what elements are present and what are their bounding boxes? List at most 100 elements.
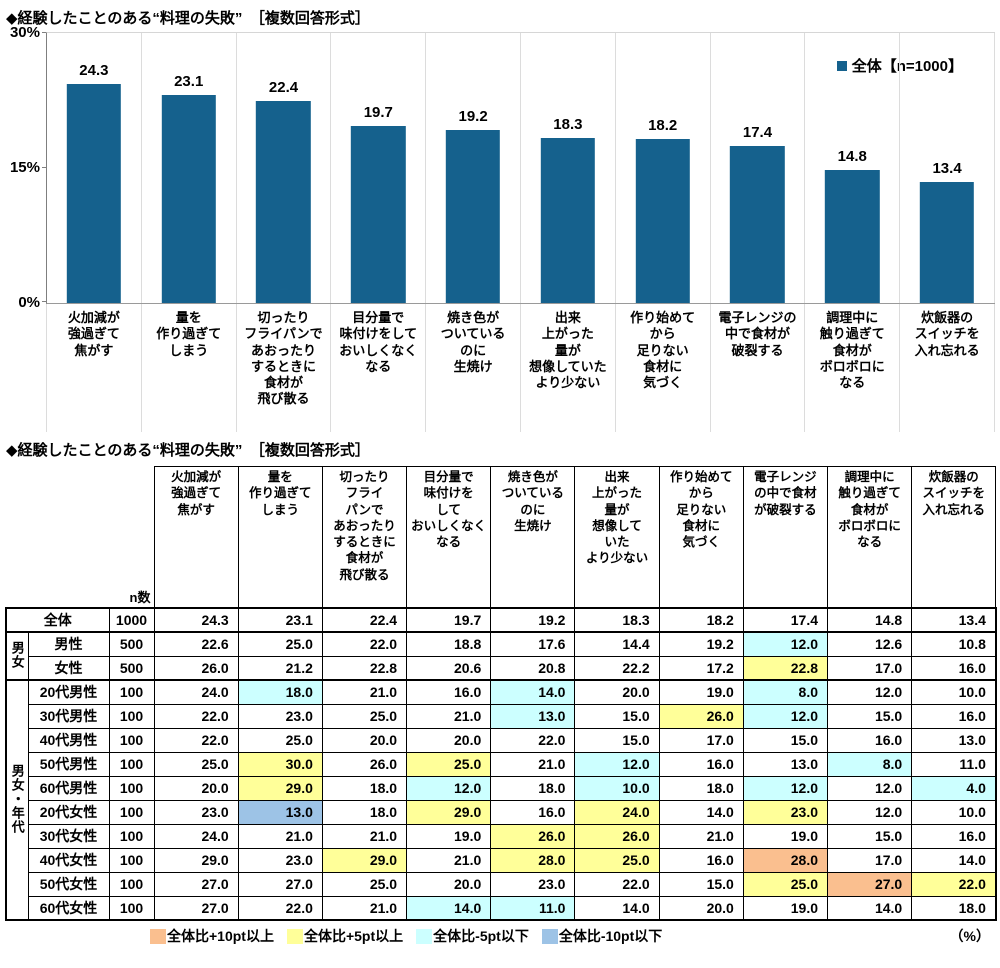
value-cell: 20.8 — [490, 655, 576, 681]
y-axis-tick — [42, 167, 46, 168]
column-header: 焼き色が ついている のに 生焼け — [490, 466, 576, 609]
value-cell: 18.3 — [574, 607, 660, 633]
value-cell: 17.0 — [658, 727, 744, 753]
category-label: 電子レンジの 中で食材が 破裂する — [711, 304, 806, 432]
table-row: 30代男性 100 22.0 23.0 25.0 21.0 13.0 15.0 26.0 12.0… — [6, 703, 997, 729]
value-cell: 24.0 — [574, 799, 660, 825]
value-cell: 14.0 — [406, 895, 492, 921]
category-label: 目分量で 味付けをして おいしくなく なる — [331, 304, 427, 432]
value-cell: 16.0 — [911, 655, 997, 681]
category-label: 出来 上がった 量が 想像していた より少ない — [521, 304, 616, 432]
value-cell: 25.0 — [237, 727, 323, 753]
value-cell: 24.0 — [153, 679, 239, 705]
highlight-legend-label: 全体比-5pt以下 — [433, 928, 529, 944]
value-cell: 14.0 — [826, 895, 913, 921]
bar-chart: 30% 15% 0% 全体【n=1000】 24.3 23.1 22.4 19.7 19… — [0, 24, 1000, 432]
value-cell: 23.0 — [490, 871, 576, 897]
value-cell: 26.0 — [321, 751, 408, 777]
value-cell: 22.0 — [237, 895, 323, 921]
bar-slot: 23.1 — [142, 33, 237, 303]
percent-unit: （%） — [949, 928, 990, 944]
bar-slot: 19.7 — [331, 33, 427, 303]
value-cell: 21.0 — [321, 895, 408, 921]
bar — [256, 101, 311, 303]
value-cell: 23.0 — [237, 847, 323, 873]
value-cell: 12.0 — [826, 775, 913, 801]
bar-slot: 18.3 — [521, 33, 616, 303]
table-body: 全体 1000 24.3 23.1 22.4 19.7 19.2 18.3 18.2 17.4 14… — [5, 607, 997, 921]
chart-legend: 全体【n=1000】 — [836, 55, 963, 76]
value-cell: 29.0 — [237, 775, 323, 801]
highlight-legend: 全体比+10pt以上 全体比+5pt以上 全体比-5pt以下 全体比-10pt以下 （%… — [150, 926, 995, 946]
value-cell: 18.0 — [321, 775, 408, 801]
category-label: 量を 作り過ぎて しまう — [142, 304, 237, 432]
bar — [540, 138, 596, 303]
table-row: 50代男性 100 25.0 30.0 26.0 25.0 21.0 12.0 16.0 13.0… — [6, 751, 997, 777]
highlight-legend-item: 全体比-5pt以下 — [416, 926, 529, 946]
bar-value-label: 22.4 — [268, 79, 299, 97]
bar-value-label: 19.2 — [458, 108, 488, 126]
value-cell: 10.8 — [911, 631, 997, 657]
bar — [445, 130, 501, 303]
group-label-text: 男女 — [9, 640, 25, 669]
n-count-header: n数 — [129, 590, 151, 605]
value-cell: 20.0 — [153, 775, 239, 801]
n-count: 1000 — [108, 607, 155, 633]
value-cell: 17.4 — [742, 607, 829, 633]
value-cell: 26.0 — [574, 823, 660, 849]
value-cell: 20.0 — [321, 727, 408, 753]
value-cell: 16.0 — [911, 823, 997, 849]
value-cell: 18.8 — [406, 631, 492, 657]
group-label: 男女 — [5, 631, 29, 681]
value-cell: 22.8 — [742, 655, 829, 681]
row-label: 男性 — [27, 631, 110, 657]
bar-value-label: 23.1 — [174, 73, 204, 91]
bar-slot: 17.4 — [711, 33, 806, 303]
value-cell: 23.1 — [237, 607, 323, 633]
table-row: 男女・年代 20代男性 100 24.0 18.0 21.0 16.0 14.0 20.0 19.… — [5, 679, 997, 921]
value-cell: 23.0 — [237, 703, 323, 729]
value-cell: 18.0 — [490, 775, 576, 801]
value-cell: 19.0 — [406, 823, 492, 849]
group-label-text: 男女・年代 — [9, 763, 25, 834]
n-count: 100 — [108, 727, 155, 753]
bar — [66, 84, 122, 303]
bar — [351, 125, 406, 303]
highlight-legend-item: 全体比+10pt以上 — [150, 926, 274, 946]
value-cell: 28.0 — [490, 847, 576, 873]
value-cell: 22.0 — [321, 631, 408, 657]
column-header: 出来 上がった 量が 想像して いた より少ない — [574, 466, 660, 609]
value-cell: 15.0 — [658, 871, 744, 897]
category-label: 火加減が 強過ぎて 焦がす — [47, 304, 142, 432]
category-label: 作り始めて から 足りない 食材に 気づく — [616, 304, 711, 432]
value-cell: 16.0 — [658, 847, 744, 873]
row-label: 20代女性 — [27, 799, 110, 825]
row-label: 30代男性 — [27, 703, 110, 729]
value-cell: 25.0 — [321, 703, 408, 729]
value-cell: 22.2 — [574, 655, 660, 681]
value-cell: 8.0 — [742, 679, 829, 705]
bar-slot: 14.8 — [805, 33, 901, 303]
value-cell: 17.6 — [490, 631, 576, 657]
table-corner-blank — [6, 467, 109, 609]
value-cell: 12.0 — [826, 679, 913, 705]
value-cell: 4.0 — [911, 775, 997, 801]
value-cell: 15.0 — [826, 823, 913, 849]
n-count: 100 — [108, 775, 155, 801]
value-cell: 21.0 — [406, 847, 492, 873]
bar-value-label: 18.2 — [648, 117, 678, 135]
table-row: 全体 1000 24.3 23.1 22.4 19.7 19.2 18.3 18.2 17.4 14… — [5, 607, 997, 633]
value-cell: 17.0 — [826, 655, 913, 681]
highlight-legend-item: 全体比-10pt以下 — [541, 926, 662, 946]
value-cell: 14.0 — [658, 799, 744, 825]
table-row: 40代男性 100 22.0 25.0 20.0 20.0 22.0 15.0 17.0 15.0… — [6, 727, 997, 753]
value-cell: 30.0 — [237, 751, 323, 777]
value-cell: 20.0 — [406, 727, 492, 753]
highlight-legend-item: 全体比+5pt以上 — [286, 926, 403, 946]
category-labels: 火加減が 強過ぎて 焦がす 量を 作り過ぎて しまう 切ったり フライパンで あおっ… — [46, 304, 995, 432]
value-cell: 16.0 — [911, 703, 997, 729]
value-cell: 24.3 — [153, 607, 239, 633]
value-cell: 17.2 — [658, 655, 744, 681]
value-cell: 27.0 — [826, 871, 913, 897]
value-cell: 25.0 — [237, 631, 323, 657]
